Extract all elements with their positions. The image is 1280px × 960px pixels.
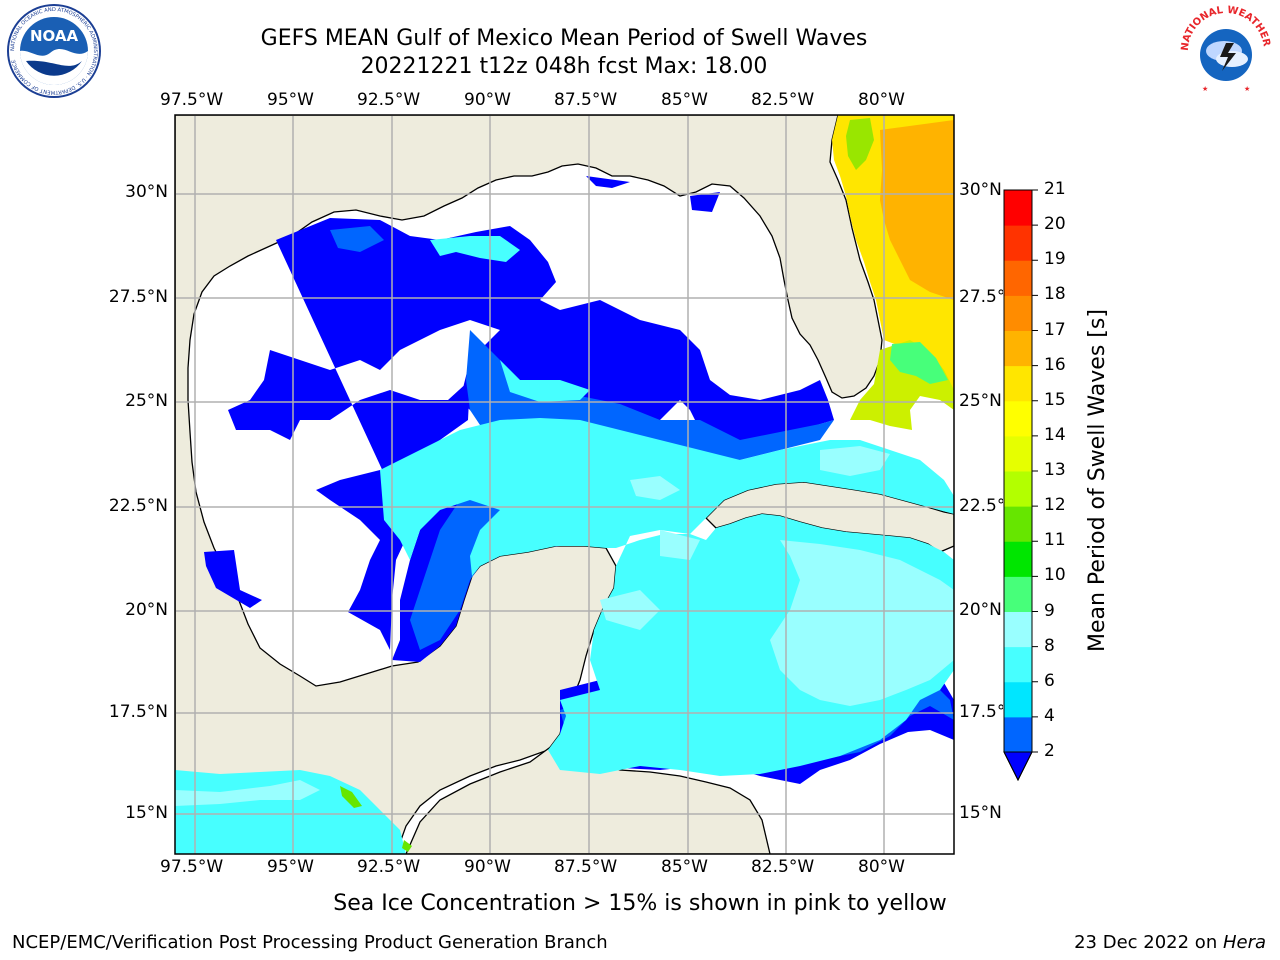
colorbar-bin xyxy=(1004,646,1032,683)
lat-label-left: 30°N xyxy=(125,182,168,202)
lat-label-left: 22.5°N xyxy=(108,496,168,516)
lon-label-bottom: 95°W xyxy=(267,857,314,877)
nws-logo: NATIONAL WEATHER SERVICE ★ ★ xyxy=(1176,3,1272,97)
colorbar-tick-label: 21 xyxy=(1044,179,1066,199)
svg-text:★: ★ xyxy=(1202,85,1208,93)
colorbar-bin xyxy=(1004,541,1032,577)
colorbar-tick-label: 13 xyxy=(1044,460,1066,480)
footer-date: 23 Dec 2022 on Hera xyxy=(1074,932,1266,953)
noaa-logo-text: NOAA xyxy=(30,27,79,45)
map-gridlines xyxy=(175,115,954,854)
colorbar-tick-label: 10 xyxy=(1044,565,1066,586)
colorbar-bin xyxy=(1004,400,1032,437)
lat-label-left: 27.5°N xyxy=(108,287,168,307)
lon-label-top: 92.5°W xyxy=(357,90,421,110)
land-central-america xyxy=(405,739,771,854)
swell-contour-16-17s xyxy=(880,120,954,300)
colorbar-tick-label: 16 xyxy=(1044,354,1066,375)
lat-label-left: 20°N xyxy=(125,600,168,620)
lon-label-bottom: 92.5°W xyxy=(357,857,421,877)
colorbar-tick-label: 15 xyxy=(1044,389,1066,410)
footer-host: Hera xyxy=(1222,932,1266,953)
colorbar-tick-label: 18 xyxy=(1044,284,1066,305)
colorbar-tick-label: 9 xyxy=(1044,600,1055,621)
lon-label-bottom: 80°W xyxy=(858,857,905,877)
svg-text:★: ★ xyxy=(1244,85,1250,93)
colorbar-bin xyxy=(1004,190,1032,226)
colorbar-bin xyxy=(1004,260,1032,296)
lat-label-right: 30°N xyxy=(959,180,1002,200)
colorbar-tick-label: 14 xyxy=(1044,424,1066,445)
footer-date-text: 23 Dec 2022 on xyxy=(1074,932,1223,953)
colorbar-bin xyxy=(1004,611,1032,648)
lon-label-top: 90°W xyxy=(464,90,511,110)
lon-label-bottom: 90°W xyxy=(464,857,511,877)
swell-contour-9-11s xyxy=(890,342,948,384)
lat-label-right: 25°N xyxy=(959,391,1002,411)
lat-label-left: 17.5°N xyxy=(108,702,168,722)
colorbar-bin xyxy=(1004,295,1032,331)
colorbar-tick-label: 2 xyxy=(1044,741,1055,761)
colorbar xyxy=(1003,189,1038,782)
lat-label-right: 17.5°N xyxy=(959,702,1003,722)
lat-label-right: 15°N xyxy=(959,803,1002,823)
colorbar-bin xyxy=(1004,330,1032,367)
colorbar-label: Mean Period of Swell Waves [s] xyxy=(1085,309,1110,652)
colorbar-tick-label: 17 xyxy=(1044,319,1066,340)
colorbar-bin xyxy=(1004,435,1032,472)
lon-label-top: 80°W xyxy=(858,90,905,110)
footer-credit: NCEP/EMC/Verification Post Processing Pr… xyxy=(12,932,608,953)
lon-label-top: 87.5°W xyxy=(554,90,618,110)
lat-label-right: 27.5°N xyxy=(959,287,1003,307)
chart-subtitle: 20221221 t12z 048h fcst Max: 18.00 xyxy=(360,54,768,79)
lat-label-left: 25°N xyxy=(125,391,168,411)
colorbar-tick-label: 12 xyxy=(1044,495,1066,516)
colorbar-tick-label: 20 xyxy=(1044,214,1066,235)
lon-label-top: 85°W xyxy=(661,90,708,110)
sea-ice-note: Sea Ice Concentration > 15% is shown in … xyxy=(333,891,947,916)
swell-contour-6-8s xyxy=(175,236,954,854)
lat-label-left: 15°N xyxy=(125,803,168,823)
lat-label-right: 22.5°N xyxy=(959,496,1003,516)
lon-label-top: 95°W xyxy=(267,90,314,110)
colorbar-frame xyxy=(1003,189,1033,782)
map-plot-area xyxy=(175,115,954,854)
colorbar-bin xyxy=(1004,471,1032,507)
lon-label-bottom: 87.5°W xyxy=(554,857,618,877)
colorbar-extend-arrow xyxy=(1003,751,1033,782)
colorbar-bin xyxy=(1004,365,1032,402)
colorbar-bin xyxy=(1004,716,1032,753)
lon-label-top: 82.5°W xyxy=(751,90,815,110)
noaa-logo: NOAA NATIONAL OCEANIC AND ATMOSPHERIC AD… xyxy=(7,4,101,98)
swell-contour-12-13s xyxy=(846,118,874,170)
colorbar-tick-label: 11 xyxy=(1044,530,1066,551)
colorbar-tick-label: 6 xyxy=(1044,670,1055,691)
colorbar-bin xyxy=(1004,506,1032,542)
colorbar-bin xyxy=(1004,225,1032,261)
colorbar-tick-label: 19 xyxy=(1044,249,1066,270)
lon-label-bottom: 82.5°W xyxy=(751,857,815,877)
lat-label-right: 20°N xyxy=(959,600,1002,620)
colorbar-tick-label: 4 xyxy=(1044,705,1055,726)
colorbar-tick-label: 8 xyxy=(1044,635,1055,656)
swell-contour-8-9s xyxy=(175,446,954,806)
lon-label-bottom: 97.5°W xyxy=(160,857,224,877)
lon-label-top: 97.5°W xyxy=(160,90,224,110)
chart-title: GEFS MEAN Gulf of Mexico Mean Period of … xyxy=(260,26,868,51)
lon-label-bottom: 85°W xyxy=(661,857,708,877)
map-frame xyxy=(174,114,955,855)
swell-contour-4-6s xyxy=(330,226,954,762)
colorbar-bin xyxy=(1004,576,1032,612)
colorbar-bin xyxy=(1004,681,1032,718)
